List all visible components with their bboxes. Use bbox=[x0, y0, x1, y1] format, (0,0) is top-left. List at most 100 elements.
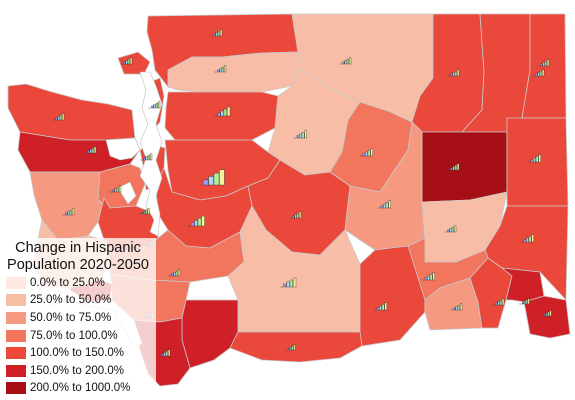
bar-glyph-bar bbox=[167, 349, 171, 357]
bar-glyph-bar bbox=[497, 301, 500, 306]
bar-glyph-bar bbox=[149, 153, 153, 161]
legend-label-2: 50.0% to 75.0% bbox=[30, 311, 112, 324]
county-klickitat[interactable] bbox=[229, 331, 363, 363]
bar-glyph-bar bbox=[151, 105, 154, 109]
bar-glyph-bar bbox=[125, 60, 128, 65]
bar-glyph-bar bbox=[457, 304, 460, 311]
bar-glyph-bar bbox=[349, 57, 352, 65]
bar-glyph-bar bbox=[549, 310, 552, 317]
bar-glyph-bar bbox=[67, 211, 70, 216]
bar-glyph-bar bbox=[454, 225, 457, 233]
bar-glyph-bar bbox=[220, 110, 224, 117]
bar-glyph-bar bbox=[223, 108, 227, 117]
bar-glyph-bar bbox=[171, 273, 174, 277]
bar-glyph-bar bbox=[381, 304, 385, 311]
bar-glyph-bar bbox=[544, 60, 547, 67]
bar-glyph-bar bbox=[57, 116, 60, 121]
bar-glyph-bar bbox=[59, 114, 62, 121]
county-garfield[interactable] bbox=[501, 267, 545, 303]
bar-glyph bbox=[84, 146, 97, 154]
county-asotin[interactable] bbox=[523, 295, 571, 339]
bar-glyph-bar bbox=[450, 167, 453, 171]
bar-glyph-bar bbox=[286, 281, 290, 288]
bar-glyph-bar bbox=[283, 283, 287, 288]
bar-glyph-bar bbox=[449, 228, 452, 233]
bar-glyph-bar bbox=[89, 149, 92, 154]
bar-glyph bbox=[188, 215, 205, 227]
legend-swatch-1 bbox=[6, 294, 26, 307]
bar-glyph-bar bbox=[385, 202, 389, 209]
bar-glyph-bar bbox=[143, 210, 146, 215]
bar-glyph-bar bbox=[190, 222, 195, 227]
bar-glyph-bar bbox=[460, 303, 463, 311]
bar-glyph-bar bbox=[528, 236, 532, 243]
bar-glyph-bar bbox=[388, 200, 392, 209]
bar-glyph-bar bbox=[219, 29, 223, 37]
bar-glyph-bar bbox=[217, 69, 220, 73]
bar-glyph-bar bbox=[219, 68, 222, 73]
bar-glyph bbox=[148, 101, 161, 109]
legend-item-4: 100.0% to 150.0% bbox=[6, 344, 156, 362]
bar-glyph-bar bbox=[141, 211, 144, 215]
bar-glyph-bar bbox=[542, 62, 545, 67]
county-lincoln[interactable] bbox=[421, 131, 508, 203]
bar-glyph-bar bbox=[383, 203, 386, 209]
legend-swatch-4 bbox=[6, 347, 26, 360]
bar-glyph-bar bbox=[367, 150, 371, 157]
bar-glyph bbox=[339, 57, 352, 65]
bar-glyph bbox=[519, 298, 530, 305]
legend-swatch-6 bbox=[6, 382, 26, 395]
bar-glyph bbox=[444, 225, 457, 233]
county-clallam[interactable] bbox=[7, 83, 136, 141]
bar-glyph-bar bbox=[457, 69, 460, 77]
bar-glyph-bar bbox=[289, 279, 293, 288]
bar-glyph bbox=[280, 277, 297, 288]
bar-glyph-bar bbox=[447, 229, 450, 233]
legend-label-5: 150.0% to 200.0% bbox=[30, 364, 124, 377]
legend-item-0: 0.0% to 25.0% bbox=[6, 274, 156, 292]
bar-glyph-bar bbox=[217, 112, 221, 117]
bar-glyph-bar bbox=[380, 205, 384, 209]
bar-glyph-bar bbox=[118, 185, 122, 193]
bar-glyph bbox=[421, 272, 436, 281]
bar-glyph-bar bbox=[65, 212, 68, 216]
bar-glyph-bar bbox=[384, 302, 388, 311]
bar-glyph-bar bbox=[293, 277, 297, 288]
legend-label-4: 100.0% to 150.0% bbox=[30, 347, 124, 360]
bar-glyph-bar bbox=[71, 208, 75, 216]
bar-glyph bbox=[285, 344, 296, 351]
bar-glyph-bar bbox=[217, 30, 220, 37]
legend-label-3: 75.0% to 100.0% bbox=[30, 329, 118, 342]
legend: Change in Hispanic Population 2020-2050 … bbox=[0, 238, 156, 398]
bar-glyph-bar bbox=[213, 33, 216, 37]
legend-label-1: 25.0% to 50.0% bbox=[30, 294, 112, 307]
bar-glyph-bar bbox=[365, 151, 368, 157]
bar-glyph-bar bbox=[454, 70, 457, 77]
bar-glyph bbox=[139, 208, 150, 215]
bar-glyph-bar bbox=[153, 104, 156, 109]
bar-glyph bbox=[289, 211, 302, 219]
bar-glyph-bar bbox=[542, 69, 545, 77]
bar-glyph-bar bbox=[299, 133, 302, 139]
bar-glyph-bar bbox=[114, 188, 117, 193]
bar-glyph-layer bbox=[52, 29, 552, 357]
bar-glyph bbox=[541, 310, 552, 317]
bar-glyph-bar bbox=[201, 215, 205, 227]
bar-glyph-bar bbox=[215, 32, 218, 37]
bar-glyph-bar bbox=[299, 211, 302, 219]
bar-glyph-bar bbox=[177, 269, 181, 277]
bar-glyph-bar bbox=[531, 234, 534, 243]
county-grays-harbor[interactable] bbox=[29, 171, 105, 241]
bar-glyph-bar bbox=[145, 209, 148, 215]
bar-glyph-bar bbox=[62, 113, 65, 121]
bar-glyph-bar bbox=[544, 314, 546, 317]
bar-glyph-bar bbox=[376, 307, 380, 311]
bar-glyph-bar bbox=[457, 163, 460, 171]
county-san-juan[interactable] bbox=[117, 51, 151, 75]
bar-glyph bbox=[537, 59, 550, 67]
bar-glyph-bar bbox=[344, 60, 347, 65]
bar-glyph bbox=[210, 29, 223, 37]
bar-glyph-bar bbox=[523, 239, 527, 243]
county-skamania[interactable] bbox=[181, 299, 239, 369]
bar-glyph-bar bbox=[292, 215, 295, 219]
